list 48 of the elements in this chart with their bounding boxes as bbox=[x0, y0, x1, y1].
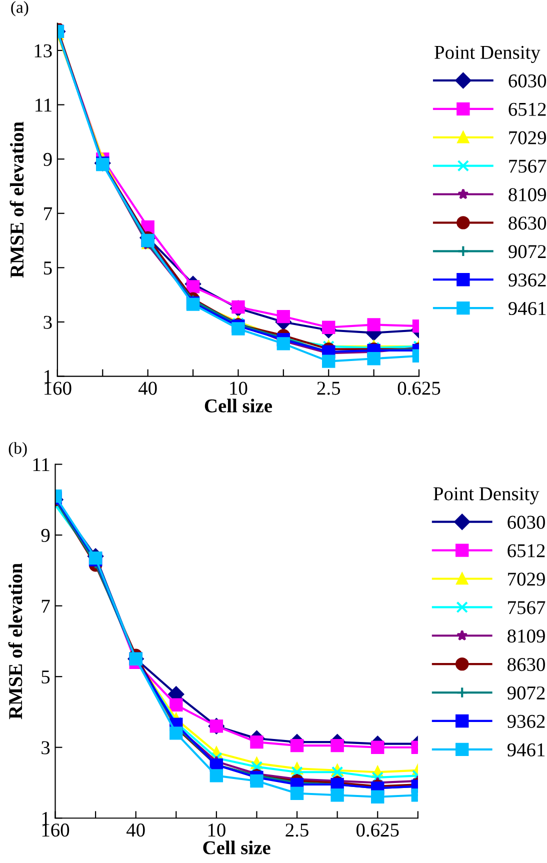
legend-label: 6030 bbox=[508, 74, 546, 88]
y-tick-label: 5 bbox=[44, 262, 52, 275]
y-tick-label: 7 bbox=[44, 207, 52, 220]
chart-title: (a) bbox=[11, 1, 28, 16]
y-tick-label: 13 bbox=[34, 44, 52, 58]
x-axis-title: Cell size bbox=[204, 398, 272, 412]
legend-title: Point Density bbox=[434, 46, 540, 63]
legend-label: 9461 bbox=[507, 743, 545, 756]
x-tick-label: 160 bbox=[44, 382, 72, 395]
y-axis-title: RMSE of elevation bbox=[10, 122, 24, 278]
x-tick-label: 40 bbox=[126, 824, 145, 837]
legend-label: 9461 bbox=[508, 302, 546, 316]
legend-label: 8630 bbox=[508, 658, 545, 672]
legend-label: 8109 bbox=[508, 188, 546, 202]
y-tick-label: 3 bbox=[44, 316, 52, 329]
y-tick-label: 9 bbox=[43, 152, 52, 166]
x-tick-label: 160 bbox=[42, 824, 70, 837]
legend-label: 7567 bbox=[508, 601, 546, 614]
y-tick-label: 3 bbox=[42, 741, 50, 754]
legend-label: 6512 bbox=[508, 544, 545, 558]
legend-label: 9362 bbox=[508, 274, 546, 287]
legend-label: 7029 bbox=[509, 131, 546, 144]
chart-title: (b) bbox=[8, 442, 27, 458]
y-tick-label: 11 bbox=[36, 98, 52, 112]
y-tick-label: 5 bbox=[42, 670, 50, 684]
legend-label: 9072 bbox=[508, 245, 546, 258]
x-tick-label: 10 bbox=[208, 824, 226, 837]
y-tick-label: 9 bbox=[41, 528, 50, 542]
legend-label: 7029 bbox=[508, 572, 545, 586]
legend-label: 6512 bbox=[508, 102, 546, 116]
y-tick-label: 1 bbox=[44, 370, 52, 384]
x-tick-label: 0.625 bbox=[356, 824, 399, 837]
legend-label: 9072 bbox=[507, 686, 545, 700]
x-tick-label: 0.625 bbox=[398, 382, 440, 395]
x-tick-label: 10 bbox=[230, 382, 248, 395]
legend-label: 8630 bbox=[508, 216, 546, 230]
y-tick-label: 7 bbox=[42, 600, 50, 613]
legend-label: 6030 bbox=[508, 516, 545, 529]
legend-title: Point Density bbox=[434, 487, 540, 504]
x-tick-label: 2.5 bbox=[317, 382, 340, 395]
x-tick-label: 2.5 bbox=[286, 824, 308, 837]
x-axis-title: Cell size bbox=[203, 840, 270, 854]
y-tick-label: 11 bbox=[33, 458, 50, 472]
legend-label: 9362 bbox=[507, 714, 545, 728]
x-tick-label: 40 bbox=[138, 382, 157, 395]
y-axis-title: RMSE of elevation bbox=[8, 563, 22, 720]
legend-label: 7567 bbox=[509, 160, 546, 173]
legend-label: 8109 bbox=[508, 630, 545, 643]
